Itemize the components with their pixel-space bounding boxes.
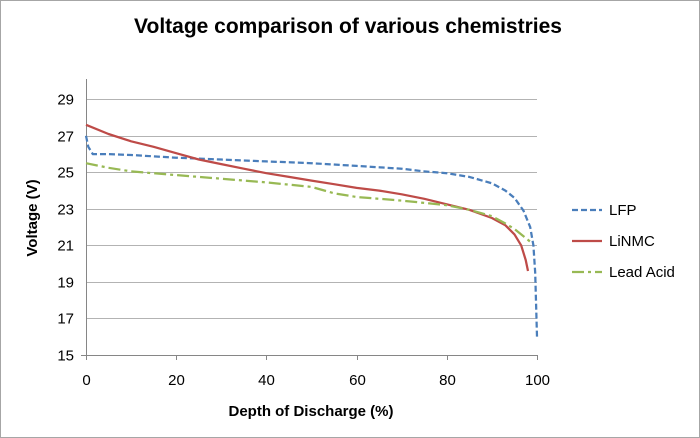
x-tick-label: 40 bbox=[258, 372, 275, 389]
x-tick-label: 80 bbox=[439, 372, 456, 389]
y-tick-label: 25 bbox=[57, 165, 74, 182]
legend-label: Lead Acid bbox=[609, 264, 675, 281]
legend-label: LiNMC bbox=[609, 233, 655, 250]
y-tick-label: 29 bbox=[57, 92, 74, 109]
y-tick-label: 15 bbox=[57, 348, 74, 365]
tick-labels: 15 17 19 21 23 25 27 29 0 20 40 60 80 100 bbox=[57, 92, 550, 390]
x-tick-label: 20 bbox=[168, 372, 185, 389]
y-tick-label: 27 bbox=[57, 129, 74, 146]
chart-title: Voltage comparison of various chemistrie… bbox=[134, 15, 562, 38]
series-line-lead-acid bbox=[85, 162, 531, 243]
legend: LFP LiNMC Lead Acid bbox=[572, 202, 675, 281]
series-line-lfp bbox=[84, 135, 539, 337]
x-tick-label: 60 bbox=[349, 372, 366, 389]
x-tick-label: 0 bbox=[82, 372, 90, 389]
y-tick-label: 17 bbox=[57, 311, 74, 328]
series-line-linmc bbox=[85, 123, 530, 272]
data-series bbox=[84, 123, 539, 337]
gridlines bbox=[86, 99, 537, 356]
axes bbox=[81, 79, 538, 360]
x-tick-label: 100 bbox=[525, 372, 550, 389]
legend-label: LFP bbox=[609, 202, 637, 219]
y-tick-label: 21 bbox=[57, 238, 74, 255]
y-tick-label: 19 bbox=[57, 275, 74, 292]
x-axis-label: Depth of Discharge (%) bbox=[228, 403, 393, 420]
y-axis-label: Voltage (V) bbox=[24, 179, 41, 256]
y-tick-label: 23 bbox=[57, 202, 74, 219]
